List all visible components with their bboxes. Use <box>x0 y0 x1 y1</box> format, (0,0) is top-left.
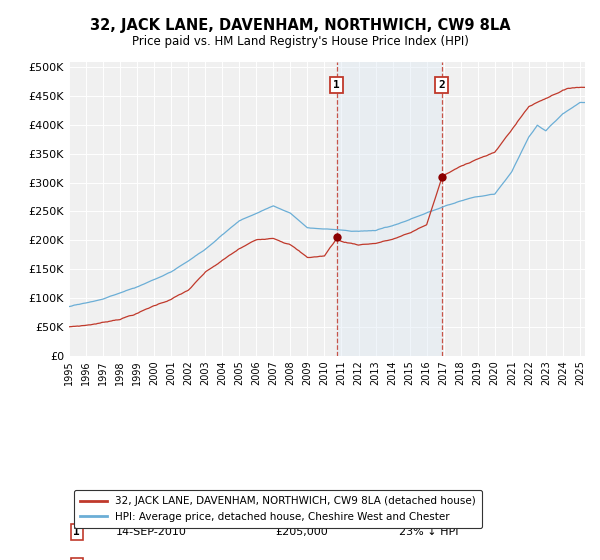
Text: 1: 1 <box>333 80 340 90</box>
Text: 2: 2 <box>438 80 445 90</box>
Bar <box>337 62 442 356</box>
Text: 1: 1 <box>73 527 80 537</box>
Legend: 32, JACK LANE, DAVENHAM, NORTHWICH, CW9 8LA (detached house), HPI: Average price: 32, JACK LANE, DAVENHAM, NORTHWICH, CW9 … <box>74 490 482 528</box>
Text: 14-SEP-2010: 14-SEP-2010 <box>115 527 187 537</box>
Text: 23% ↓ HPI: 23% ↓ HPI <box>399 527 459 537</box>
Text: £205,000: £205,000 <box>275 527 328 537</box>
Text: 32, JACK LANE, DAVENHAM, NORTHWICH, CW9 8LA: 32, JACK LANE, DAVENHAM, NORTHWICH, CW9 … <box>89 18 511 32</box>
Text: Price paid vs. HM Land Registry's House Price Index (HPI): Price paid vs. HM Land Registry's House … <box>131 35 469 49</box>
